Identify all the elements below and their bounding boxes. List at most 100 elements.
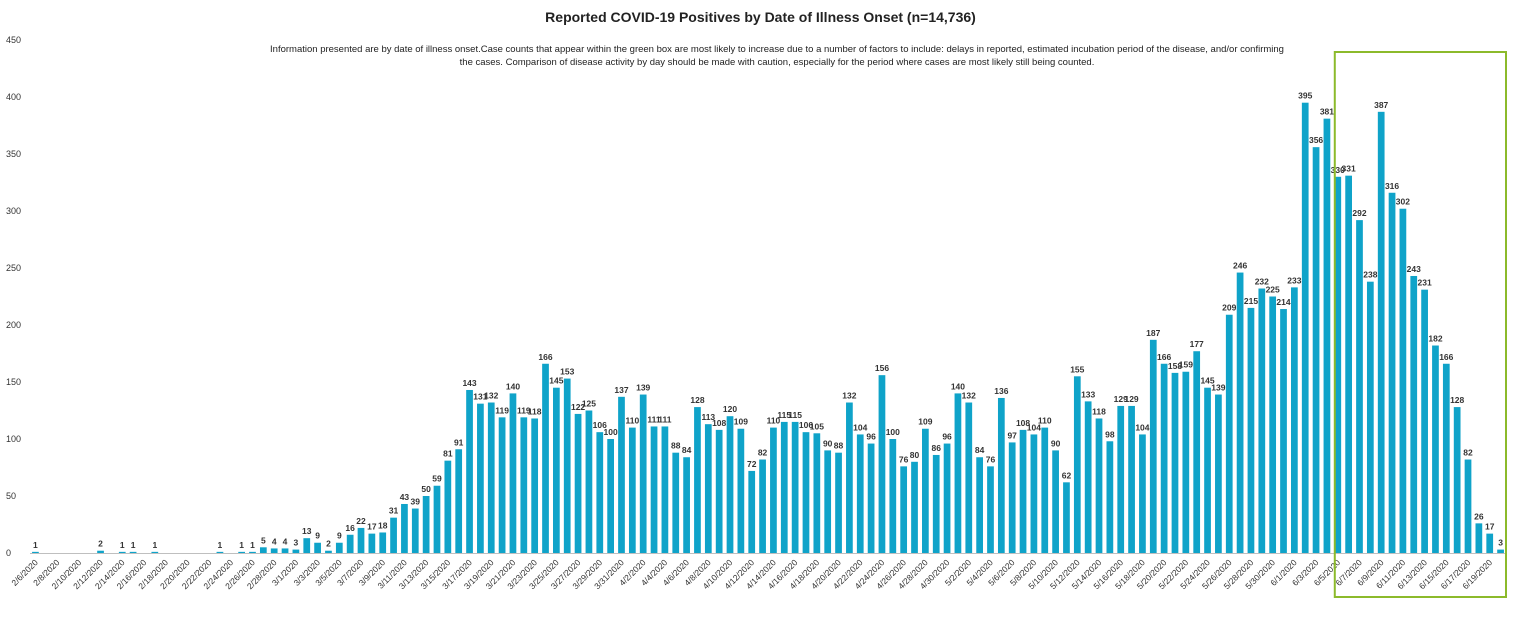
- data-label: 13: [302, 526, 312, 536]
- y-tick-label: 250: [6, 263, 21, 273]
- data-label: 80: [910, 450, 920, 460]
- bar: [270, 548, 278, 553]
- bar: [1117, 405, 1125, 553]
- bar: [357, 527, 365, 553]
- data-label: 133: [1081, 389, 1095, 399]
- bar: [672, 452, 680, 553]
- data-label: 111: [658, 414, 672, 424]
- bar: [878, 375, 886, 553]
- data-label: 129: [1124, 394, 1138, 404]
- data-label: 156: [875, 363, 889, 373]
- bar: [32, 551, 39, 553]
- data-label: 132: [962, 391, 976, 401]
- bar: [997, 397, 1005, 553]
- bar: [596, 432, 604, 553]
- data-label: 118: [528, 406, 542, 416]
- bar: [249, 551, 256, 553]
- data-label: 108: [712, 418, 726, 428]
- bar: [368, 533, 376, 553]
- data-label: 387: [1374, 100, 1388, 110]
- bar: [292, 549, 300, 553]
- data-label: 100: [604, 427, 618, 437]
- data-label: 292: [1352, 208, 1366, 218]
- bar: [1432, 345, 1439, 553]
- data-label: 166: [1157, 352, 1171, 362]
- bar: [542, 363, 549, 553]
- bar: [1464, 459, 1472, 553]
- data-label: 104: [1135, 422, 1149, 432]
- data-label: 62: [1062, 470, 1072, 480]
- data-label: 110: [625, 416, 639, 426]
- bar: [1312, 147, 1320, 553]
- bar: [1030, 434, 1038, 553]
- data-label: 43: [400, 492, 410, 502]
- bar: [780, 421, 788, 553]
- bar: [259, 547, 267, 553]
- bar: [335, 542, 343, 553]
- data-label: 22: [356, 516, 366, 526]
- bar: [1377, 111, 1385, 553]
- data-label: 302: [1396, 197, 1410, 207]
- bar: [1063, 482, 1070, 553]
- data-label: 139: [1211, 383, 1225, 393]
- data-label: 109: [918, 417, 932, 427]
- bar: [1399, 208, 1407, 553]
- bar: [759, 459, 766, 553]
- bar: [856, 434, 864, 553]
- bar: [1497, 549, 1504, 553]
- bar: [748, 470, 756, 553]
- data-label: 84: [682, 445, 692, 455]
- data-label: 331: [1342, 164, 1356, 174]
- bar: [835, 452, 842, 553]
- data-label: 88: [671, 441, 681, 451]
- bar: [1106, 441, 1114, 553]
- data-label: 153: [560, 367, 574, 377]
- bar: [238, 551, 245, 553]
- bar: [846, 402, 853, 553]
- bar: [1334, 176, 1342, 554]
- data-label: 59: [432, 474, 442, 484]
- data-label: 26: [1474, 511, 1484, 521]
- data-label: 96: [942, 432, 952, 442]
- chart-title: Reported COVID-19 Positives by Date of I…: [545, 9, 976, 25]
- data-label: 1: [152, 540, 157, 550]
- bar: [563, 378, 571, 553]
- data-label: 395: [1298, 91, 1312, 101]
- bar: [346, 534, 354, 553]
- data-label: 158: [1168, 361, 1182, 371]
- bar: [1323, 118, 1331, 553]
- data-label: 215: [1244, 296, 1258, 306]
- bar: [802, 432, 810, 553]
- data-label: 91: [454, 437, 464, 447]
- data-label: 381: [1320, 107, 1334, 117]
- bar: [911, 461, 918, 553]
- data-label: 76: [986, 454, 996, 464]
- data-label: 1: [120, 540, 125, 550]
- bar: [1356, 220, 1363, 553]
- data-label: 108: [1016, 418, 1030, 428]
- data-label: 119: [495, 405, 509, 415]
- bar: [1193, 351, 1201, 553]
- bar: [433, 485, 441, 553]
- data-label: 233: [1287, 275, 1301, 285]
- bar: [1019, 429, 1027, 553]
- bar: [509, 393, 517, 553]
- bar: [1486, 533, 1494, 553]
- data-label: 246: [1233, 261, 1247, 271]
- data-label: 9: [315, 531, 320, 541]
- bar: [618, 396, 625, 553]
- bar: [1388, 192, 1396, 553]
- data-label: 3: [294, 538, 299, 548]
- bar: [1366, 281, 1374, 553]
- bar: [1345, 175, 1352, 553]
- bar: [1182, 371, 1190, 553]
- data-label: 100: [886, 427, 900, 437]
- data-label: 2: [98, 539, 103, 549]
- data-label: 122: [571, 402, 585, 412]
- bar: [954, 393, 962, 553]
- data-label: 125: [582, 399, 596, 409]
- bar: [97, 550, 104, 553]
- bar: [932, 454, 940, 553]
- data-label: 86: [931, 443, 941, 453]
- data-label: 225: [1266, 285, 1280, 295]
